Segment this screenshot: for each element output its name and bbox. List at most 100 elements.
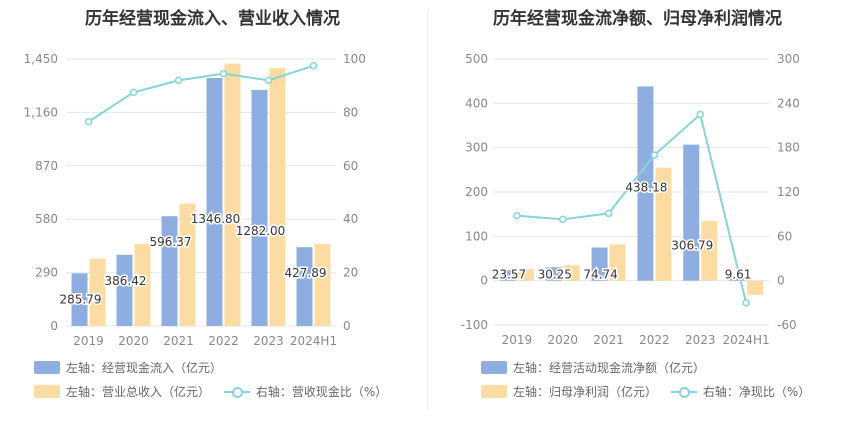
chart-title: 历年经营现金流入、营业收入情况 bbox=[85, 9, 340, 29]
legend-item-revenue[interactable]: 左轴：营业总收入（亿元） bbox=[34, 383, 210, 400]
bar bbox=[116, 254, 133, 326]
x-tick-label: 2024H1 bbox=[722, 333, 769, 347]
y-left-tick-label: 870 bbox=[35, 159, 58, 173]
line-point bbox=[513, 211, 521, 220]
bar bbox=[179, 203, 196, 326]
line-point bbox=[264, 76, 273, 85]
y-right-tick-label: 0 bbox=[777, 274, 785, 288]
y-left-tick-label: 500 bbox=[465, 52, 488, 66]
y-right-tick-label: 80 bbox=[343, 105, 358, 119]
series-line bbox=[87, 64, 314, 123]
data-label: 74.74 bbox=[583, 268, 617, 282]
data-label: 9.61 bbox=[725, 268, 752, 282]
bar bbox=[89, 258, 106, 326]
y-right-tick-label: 240 bbox=[777, 96, 800, 110]
legend: 左轴：经营活动现金流净额（亿元） bbox=[481, 359, 715, 377]
line-point bbox=[742, 299, 750, 307]
bar bbox=[701, 220, 718, 281]
bar bbox=[134, 244, 151, 326]
y-left-tick-label: -100 bbox=[461, 318, 488, 332]
y-left-tick-label: 200 bbox=[465, 185, 488, 199]
bar bbox=[655, 167, 672, 281]
line-point bbox=[309, 61, 318, 70]
y-left-tick-label: 0 bbox=[480, 274, 488, 288]
y-left-tick-label: 1,160 bbox=[24, 105, 58, 119]
bar bbox=[161, 216, 178, 326]
legend-label: 左轴：经营现金流入（亿元） bbox=[66, 361, 223, 375]
data-label: 30.25 bbox=[538, 268, 572, 282]
legend: 左轴：经营现金流入（亿元） bbox=[34, 359, 232, 377]
legend-item-net-profit[interactable]: 左轴：归母净利润（亿元） bbox=[481, 383, 657, 400]
data-label: 438.18 bbox=[625, 180, 667, 194]
chart-panel-right: 历年经营现金流净额、归母净利润情况 -100 0 100 200 300 400 500 -6… bbox=[425, 0, 850, 437]
legend-item-ratio[interactable]: 右轴：营收现金比（%） bbox=[223, 383, 388, 400]
bar bbox=[517, 268, 534, 281]
bar bbox=[683, 144, 700, 281]
legend-swatch bbox=[34, 361, 60, 374]
legend-item-net-cash[interactable]: 左轴：经营活动现金流净额（亿元） bbox=[481, 359, 705, 376]
chart-panel-left: 历年经营现金流入、营业收入情况 0 290 580 870 1,160 1,450 0 20 4… bbox=[24, 9, 397, 401]
series-line bbox=[516, 112, 748, 304]
x-tick-label: 2019 bbox=[73, 334, 104, 348]
y-right-tick-label: 60 bbox=[777, 229, 792, 243]
bar bbox=[269, 68, 286, 326]
data-label: 427.89 bbox=[285, 266, 327, 280]
line-point bbox=[84, 117, 93, 126]
legend: 左轴：营业总收入（亿元） 右轴：营收现金比（%） bbox=[34, 383, 397, 401]
legend-label: 左轴：经营活动现金流净额（亿元） bbox=[513, 361, 706, 375]
legend-label: 右轴：净现比（%） bbox=[702, 385, 811, 399]
bar bbox=[591, 247, 608, 281]
bar bbox=[499, 270, 516, 281]
legend-item-cash-ratio[interactable]: 右轴：净现比（%） bbox=[670, 383, 811, 400]
y-left-tick-label: 1,450 bbox=[24, 52, 58, 66]
x-tick-label: 2023 bbox=[253, 334, 284, 348]
x-tick-label: 2021 bbox=[163, 334, 194, 348]
chart-svg: -100 0 100 200 300 400 500 -60 0 60 120 180 240 300 20… bbox=[461, 52, 800, 347]
bar bbox=[296, 247, 313, 326]
x-tick-label: 2019 bbox=[502, 333, 533, 347]
panel-divider bbox=[427, 10, 428, 410]
line-point bbox=[129, 88, 138, 97]
x-tick-label: 2020 bbox=[547, 333, 578, 347]
bar bbox=[314, 244, 331, 326]
legend: 左轴：归母净利润（亿元） 右轴：净现比（%） bbox=[481, 383, 820, 401]
y-right-tick-label: 40 bbox=[343, 212, 358, 226]
line-point bbox=[219, 69, 228, 78]
line-point bbox=[650, 151, 659, 159]
x-tick-label: 2020 bbox=[118, 334, 149, 348]
y-left-tick-label: 0 bbox=[50, 319, 58, 333]
bar bbox=[206, 78, 223, 326]
legend-item-cash-inflow[interactable]: 左轴：经营现金流入（亿元） bbox=[34, 359, 222, 376]
data-label: 596.37 bbox=[150, 235, 192, 249]
legend-swatch bbox=[481, 385, 507, 398]
legend-label: 左轴：营业总收入（亿元） bbox=[66, 385, 211, 399]
line-point bbox=[174, 76, 183, 85]
bar bbox=[609, 244, 626, 281]
chart-title: 历年经营现金流净额、归母净利润情况 bbox=[493, 9, 782, 29]
y-right-tick-label: 0 bbox=[343, 319, 351, 333]
legend-line-swatch bbox=[223, 385, 250, 398]
x-tick-label: 2022 bbox=[208, 334, 239, 348]
data-label: 386.42 bbox=[105, 274, 147, 288]
x-tick-label: 2023 bbox=[685, 333, 716, 347]
data-label: 1346.80 bbox=[191, 212, 241, 226]
bar bbox=[71, 273, 88, 326]
legend-label: 右轴：营收现金比（%） bbox=[255, 385, 388, 399]
data-label: 23.57 bbox=[492, 268, 526, 282]
y-right-tick-label: 20 bbox=[343, 266, 358, 280]
bar bbox=[545, 267, 562, 281]
chart-svg: 0 290 580 870 1,160 1,450 0 20 40 60 80 100 2019 2020… bbox=[24, 52, 366, 348]
y-right-tick-label: 300 bbox=[777, 52, 800, 66]
legend-line-swatch bbox=[670, 385, 697, 398]
line-point bbox=[696, 110, 704, 119]
data-label: 1282.00 bbox=[236, 224, 286, 238]
data-label: 306.79 bbox=[671, 239, 713, 253]
legend-label: 左轴：归母净利润（亿元） bbox=[513, 385, 658, 399]
line-point bbox=[559, 215, 567, 224]
bar bbox=[224, 63, 241, 326]
y-right-tick-label: -60 bbox=[777, 318, 797, 332]
y-left-tick-label: 300 bbox=[465, 141, 488, 155]
y-left-tick-label: 400 bbox=[465, 96, 488, 110]
line-point bbox=[604, 209, 613, 218]
y-right-tick-label: 180 bbox=[777, 141, 800, 155]
